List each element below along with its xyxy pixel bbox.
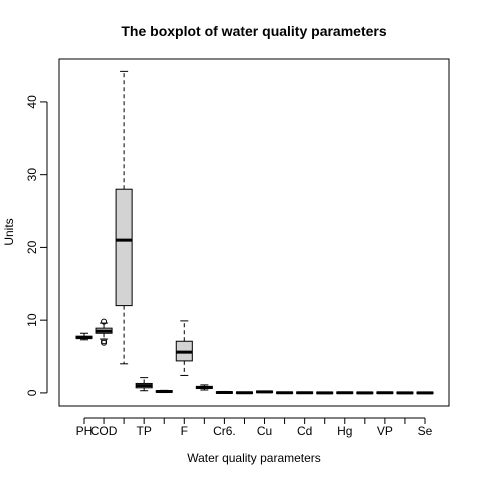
y-tick-label: 30 <box>25 168 39 182</box>
box-group <box>376 391 394 395</box>
box-group <box>75 332 93 341</box>
y-tick-label: 0 <box>25 389 39 396</box>
box-group <box>115 70 133 365</box>
x-tick-label: Hg <box>337 424 352 438</box>
box-group <box>135 377 153 392</box>
y-tick-label: 40 <box>25 95 39 109</box>
box-body <box>115 188 133 307</box>
y-tick-label: 10 <box>25 313 39 327</box>
x-axis-label: Water quality parameters <box>187 451 321 465</box>
x-tick-label: Se <box>418 424 433 438</box>
box-group <box>235 391 253 395</box>
box-group <box>256 390 274 394</box>
outlier-point <box>101 338 108 345</box>
y-axis-label: Units <box>2 218 16 245</box>
box-group <box>316 391 334 395</box>
plot-frame <box>58 58 450 407</box>
box-group <box>396 391 414 395</box>
boxes-layer <box>75 70 434 395</box>
x-tick-label: Cu <box>257 424 272 438</box>
box-group <box>95 318 113 346</box>
box-group <box>276 391 294 395</box>
x-tick-label: TP <box>137 424 152 438</box>
outlier-point <box>101 318 108 325</box>
x-tick-label: VP <box>377 424 393 438</box>
box-group <box>416 391 434 395</box>
x-tick-label: PH <box>76 424 93 438</box>
box-group <box>215 390 233 395</box>
chart-title: The boxplot of water quality parameters <box>121 23 386 39</box>
box-group <box>175 320 193 376</box>
x-tick-label: Cd <box>297 424 312 438</box>
box-group <box>195 384 213 391</box>
x-tick-label: COD <box>91 424 118 438</box>
box-group <box>356 391 374 395</box>
box-group <box>296 391 314 395</box>
x-tick-label: Cr6. <box>213 424 236 438</box>
box-group <box>155 389 173 394</box>
box-group <box>336 391 354 395</box>
x-tick-label: F <box>181 424 188 438</box>
y-tick-label: 20 <box>25 240 39 254</box>
